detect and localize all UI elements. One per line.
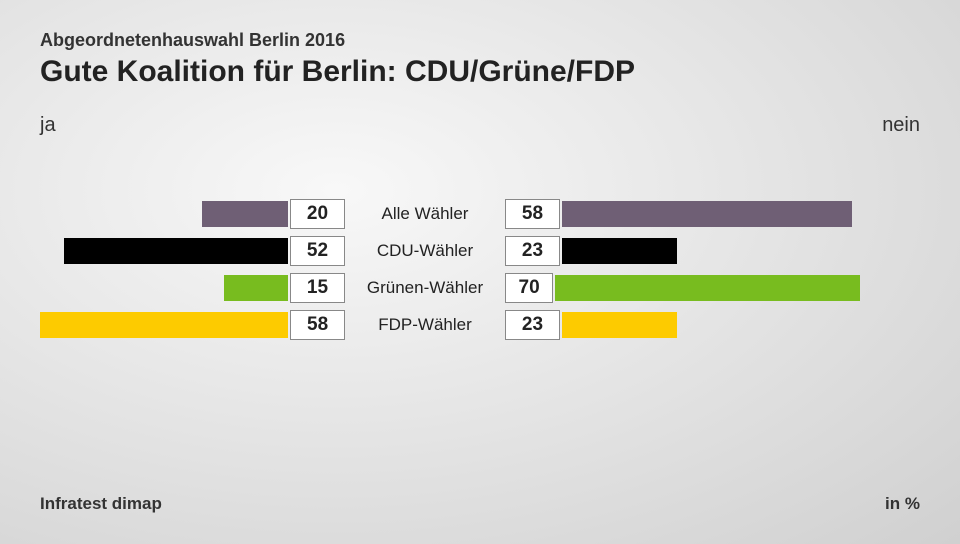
bar-left (40, 312, 288, 338)
row-right-side: 58 (505, 197, 860, 231)
chart-subtitle: Abgeordnetenhauswahl Berlin 2016 (40, 30, 920, 51)
row-right-side: 23 (505, 308, 860, 342)
value-right: 23 (505, 310, 560, 340)
row-left-side: 15 (40, 271, 345, 305)
row-left-side: 58 (40, 308, 345, 342)
chart-area: 20Alle Wähler5852CDU-Wähler2315Grünen-Wä… (0, 137, 960, 342)
chart-footer: Infratest dimap in % (0, 494, 960, 514)
value-left: 58 (290, 310, 345, 340)
axis-label-left: ja (40, 114, 56, 137)
bar-left (64, 238, 288, 264)
chart-row: 58FDP-Wähler23 (40, 308, 920, 342)
bar-right (562, 312, 677, 338)
value-left: 20 (290, 199, 345, 229)
category-label: FDP-Wähler (345, 315, 505, 335)
axis-labels: ja nein (0, 99, 960, 137)
chart-row: 15Grünen-Wähler70 (40, 271, 920, 305)
value-right: 58 (505, 199, 560, 229)
bar-right (555, 275, 860, 301)
value-right: 70 (505, 273, 553, 303)
value-left: 15 (290, 273, 345, 303)
value-left: 52 (290, 236, 345, 266)
chart-row: 20Alle Wähler58 (40, 197, 920, 231)
category-label: Alle Wähler (345, 204, 505, 224)
chart-title: Gute Koalition für Berlin: CDU/Grüne/FDP (40, 55, 920, 89)
axis-label-right: nein (882, 114, 920, 137)
row-right-side: 23 (505, 234, 860, 268)
value-right: 23 (505, 236, 560, 266)
bar-left (202, 201, 288, 227)
row-left-side: 52 (40, 234, 345, 268)
category-label: Grünen-Wähler (345, 278, 505, 298)
footer-unit: in % (885, 494, 920, 514)
footer-source: Infratest dimap (40, 494, 162, 514)
bar-right (562, 238, 677, 264)
chart-row: 52CDU-Wähler23 (40, 234, 920, 268)
bar-right (562, 201, 852, 227)
category-label: CDU-Wähler (345, 241, 505, 261)
bar-left (224, 275, 289, 301)
row-left-side: 20 (40, 197, 345, 231)
row-right-side: 70 (505, 271, 860, 305)
chart-header: Abgeordnetenhauswahl Berlin 2016 Gute Ko… (0, 0, 960, 99)
